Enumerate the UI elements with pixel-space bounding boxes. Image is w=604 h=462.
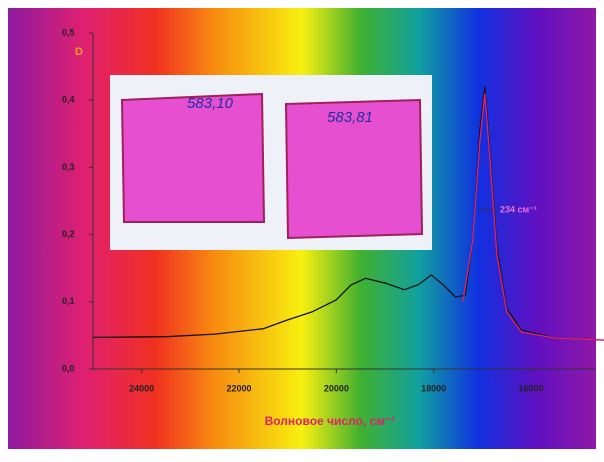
x-tick-label: 18000 bbox=[421, 383, 446, 393]
y-tick-label: 0,1 bbox=[62, 296, 75, 306]
y-tick-label: 0,4 bbox=[62, 95, 75, 105]
photo-label: 583,81 bbox=[327, 109, 373, 126]
x-tick-label: 24000 bbox=[129, 383, 154, 393]
photo: 583,10 583,81 bbox=[110, 75, 432, 250]
y-tick-label: 0,2 bbox=[62, 229, 75, 239]
x-tick-label: 16000 bbox=[518, 383, 543, 393]
annotation: 234 см⁻¹ bbox=[500, 204, 537, 214]
y-tick-label: 0,5 bbox=[62, 27, 75, 37]
x-axis-label: Волновое число, см⁻¹ bbox=[265, 414, 396, 428]
line bbox=[462, 93, 604, 341]
y-tick-label: 0,0 bbox=[62, 363, 75, 373]
photo-label: 583,10 bbox=[187, 95, 234, 112]
x-tick-label: 20000 bbox=[324, 383, 349, 393]
y-axis-label: D bbox=[75, 46, 83, 58]
x-tick-label: 22000 bbox=[226, 383, 251, 393]
y-tick-label: 0,3 bbox=[62, 162, 75, 172]
